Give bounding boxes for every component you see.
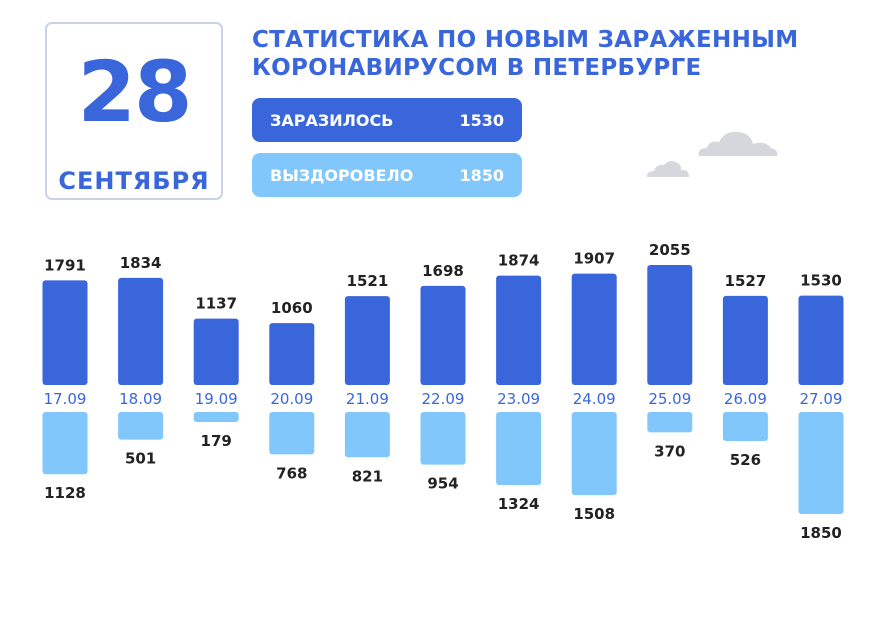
infected-value-label: 1060	[271, 299, 313, 317]
recovered-value-label: 1850	[800, 524, 842, 542]
infected-bar	[571, 273, 617, 385]
infected-label: ЗАРАЗИЛОСЬ	[270, 110, 394, 130]
infected-bar	[420, 285, 466, 385]
recovered-bar	[344, 412, 390, 458]
infected-value-label: 2055	[649, 241, 691, 259]
date-tick-label: 25.09	[648, 390, 691, 408]
infected-bar	[496, 275, 542, 385]
recovered-bar	[269, 412, 315, 455]
cloud-icon	[698, 131, 778, 156]
date-tick-label: 26.09	[724, 390, 767, 408]
date-month: СЕНТЯБРЯ	[58, 167, 210, 195]
recovered-bar	[571, 412, 617, 496]
infected-value-label: 1874	[498, 252, 540, 270]
infected-value-label: 1527	[725, 272, 767, 290]
infected-value-label: 1521	[347, 272, 389, 290]
infected-bar	[42, 280, 88, 385]
recovered-value-label: 501	[125, 450, 156, 468]
date-tick-label: 19.09	[195, 390, 238, 408]
infected-value-label: 1530	[800, 272, 842, 290]
recovered-value-label: 526	[730, 451, 761, 469]
recovered-bar	[42, 412, 88, 475]
recovered-bar	[420, 412, 466, 465]
recovered-bar	[118, 412, 164, 440]
title-line-2: КОРОНАВИРУСОМ В ПЕТЕРБУРГЕ	[252, 55, 702, 81]
recovered-value-label: 821	[352, 467, 383, 485]
recovered-value-label: 1128	[44, 484, 86, 502]
recovered-value-label: 179	[201, 432, 232, 450]
infected-legend-pill: ЗАРАЗИЛОСЬ 1530	[252, 98, 522, 142]
recovered-bar	[496, 412, 542, 485]
recovered-value-label: 1508	[573, 505, 615, 523]
infected-value-label: 1791	[44, 256, 86, 274]
infected-bar	[118, 277, 164, 385]
infected-value-label: 1137	[195, 295, 237, 313]
recovered-value-label: 768	[276, 464, 307, 482]
date-tick-label: 17.09	[44, 390, 87, 408]
date-tick-label: 23.09	[497, 390, 540, 408]
date-tick-label: 20.09	[270, 390, 313, 408]
recovered-label: ВЫЗДОРОВЕЛО	[270, 165, 414, 185]
infected-bar	[722, 295, 768, 385]
infected-value-label: 1907	[573, 250, 615, 268]
infected-bar	[193, 318, 239, 385]
recovered-bar	[647, 412, 693, 433]
recovered-value: 1850	[459, 165, 504, 185]
recovered-value-label: 370	[654, 442, 685, 460]
date-day: 28	[77, 43, 193, 141]
date-tick-label: 24.09	[573, 390, 616, 408]
recovered-bar	[722, 412, 768, 442]
infected-bar	[647, 265, 693, 385]
recovered-value-label: 1324	[498, 495, 540, 513]
infected-bar	[344, 296, 390, 385]
recovered-value-label: 954	[427, 475, 458, 493]
recovered-legend-pill: ВЫЗДОРОВЕЛО 1850	[252, 153, 522, 197]
date-tick-label: 27.09	[800, 390, 843, 408]
page-title: СТАТИСТИКА ПО НОВЫМ ЗАРАЖЕННЫМ КОРОНАВИР…	[252, 26, 798, 82]
infected-value-label: 1834	[120, 254, 162, 272]
cloud-icon	[647, 161, 689, 177]
infected-bar	[798, 295, 844, 385]
infected-value-label: 1698	[422, 262, 464, 280]
recovered-bar	[798, 412, 844, 514]
date-tick-label: 22.09	[422, 390, 465, 408]
recovered-bar	[193, 412, 239, 422]
date-card: 28 СЕНТЯБРЯ	[45, 22, 223, 200]
infected-value: 1530	[459, 110, 504, 130]
title-line-1: СТАТИСТИКА ПО НОВЫМ ЗАРАЖЕННЫМ	[252, 27, 799, 53]
date-tick-label: 21.09	[346, 390, 389, 408]
infected-bar	[269, 323, 315, 385]
date-tick-label: 18.09	[119, 390, 162, 408]
